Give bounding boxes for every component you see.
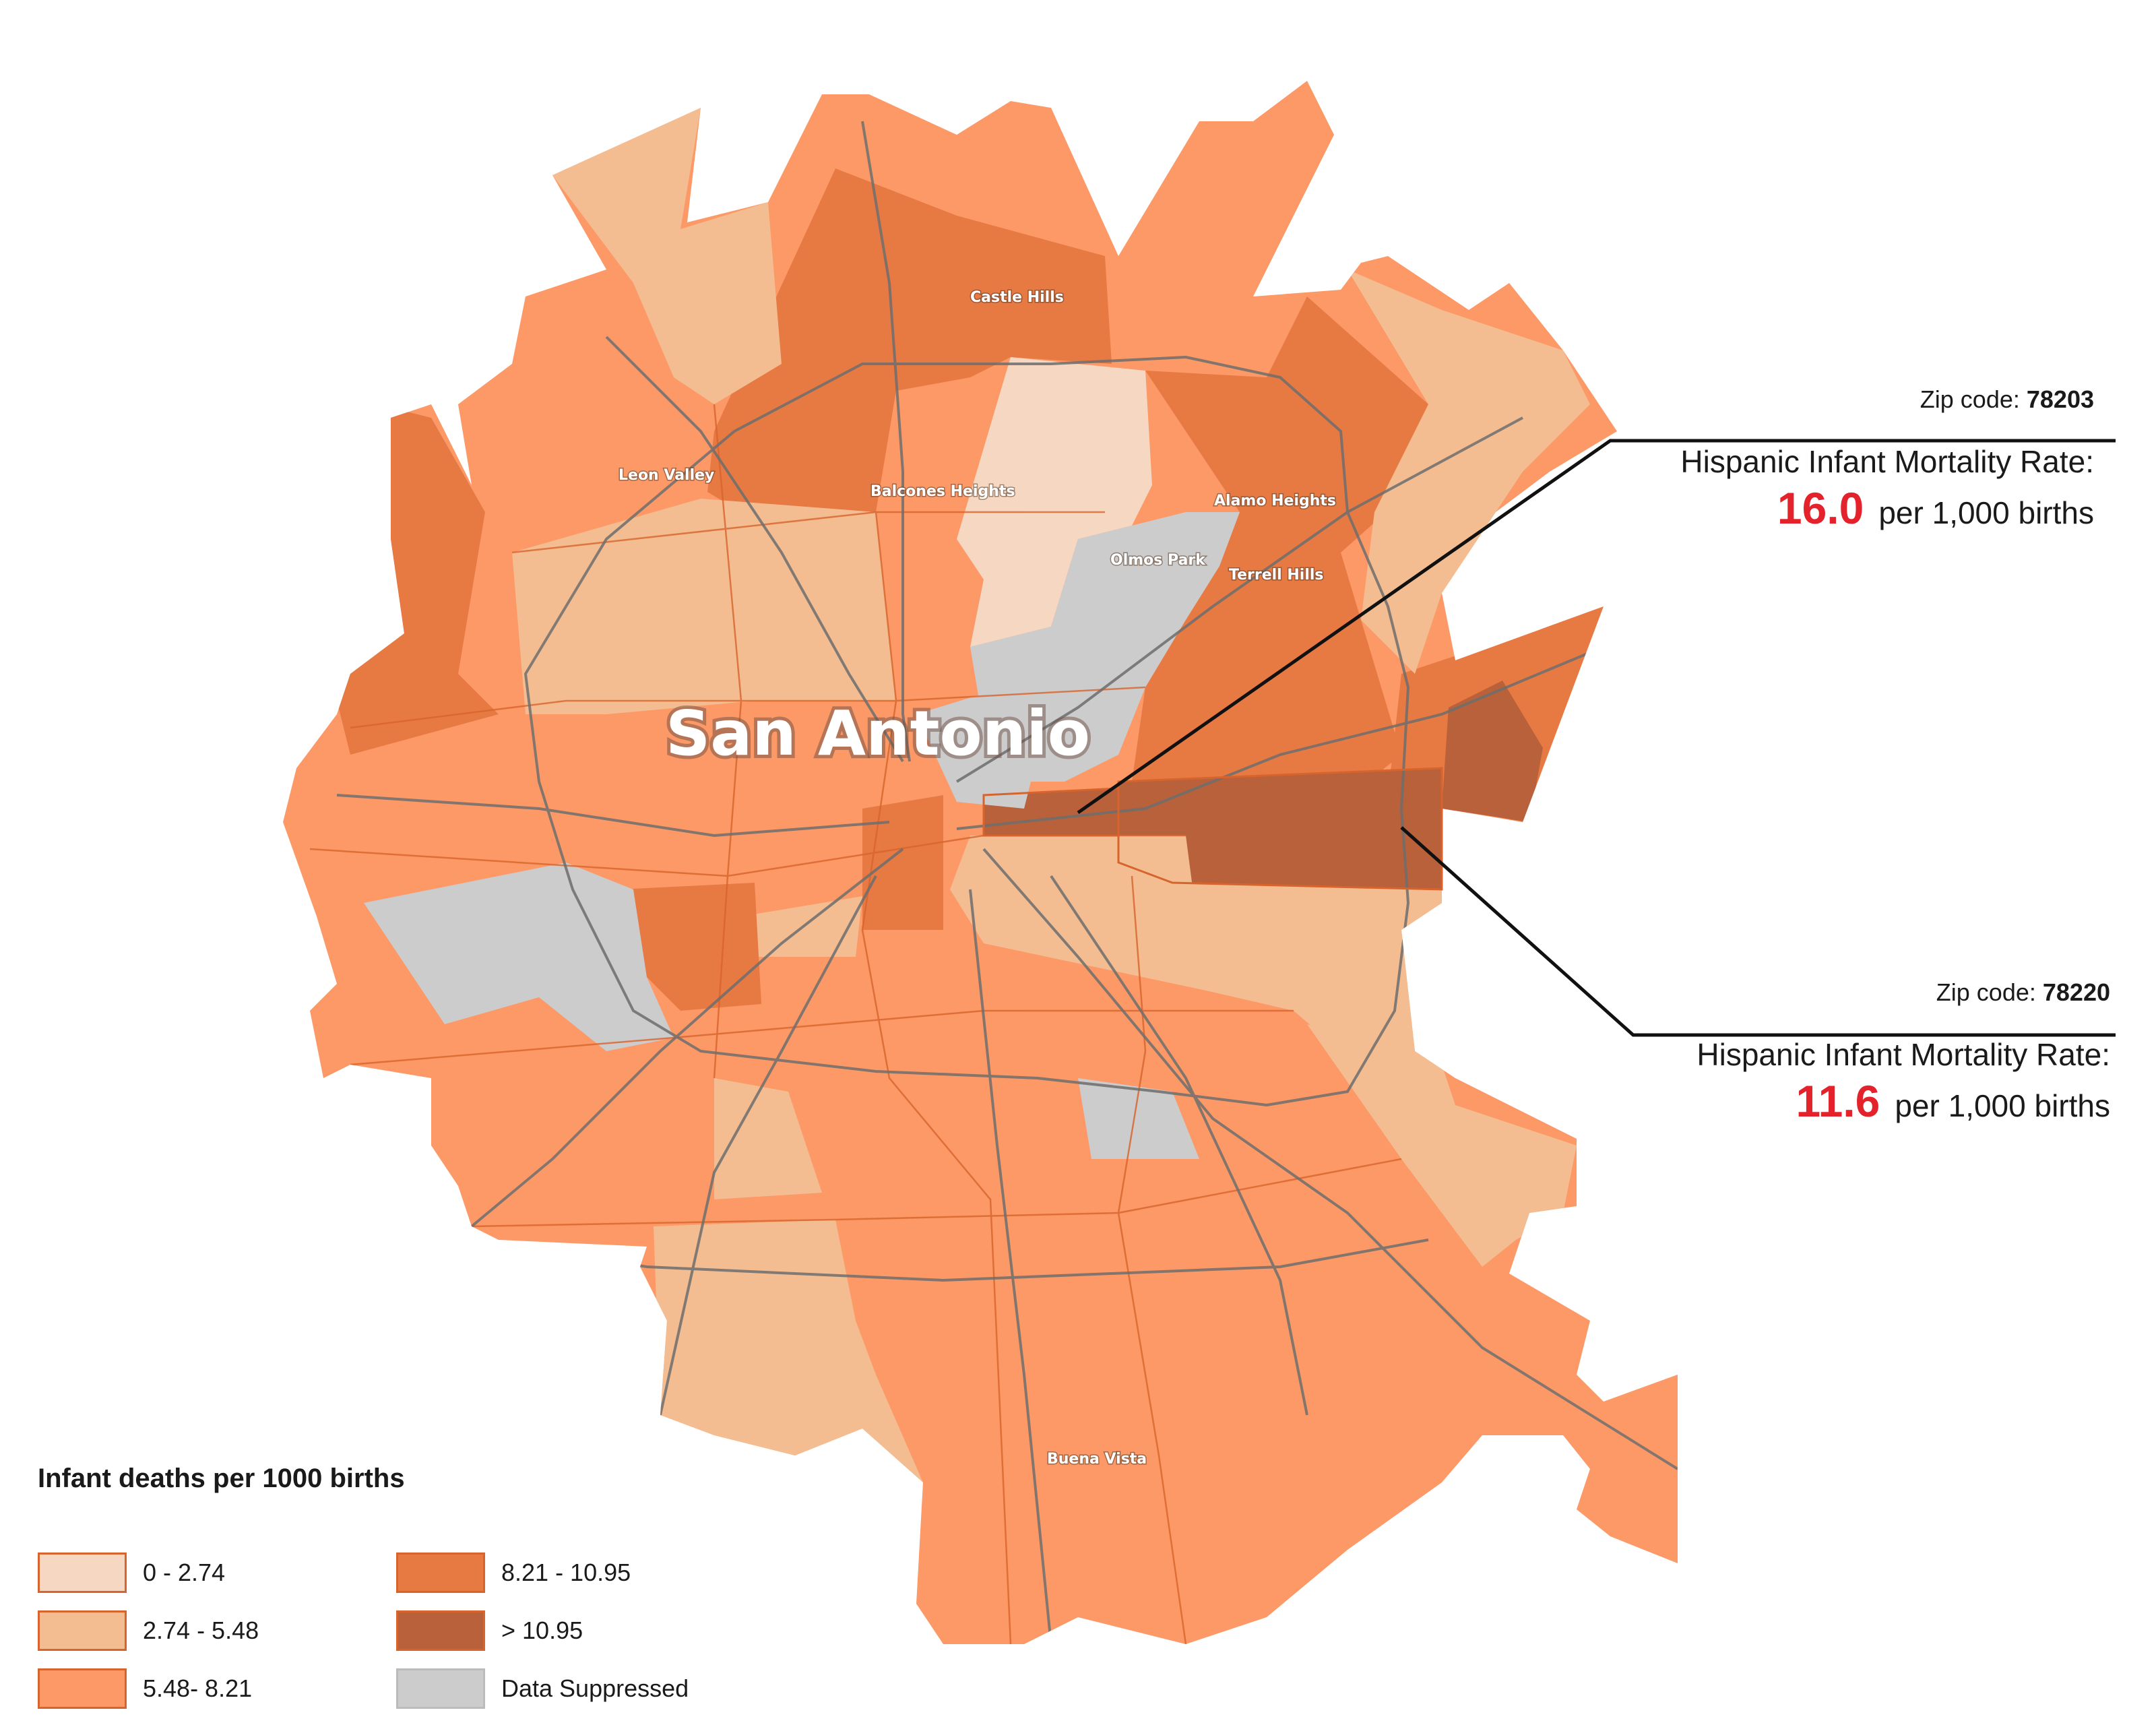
rate-value: 16.0 <box>1777 483 1864 533</box>
legend-swatch <box>38 1668 127 1709</box>
city-label: San Antonio <box>666 697 1090 770</box>
legend-swatch <box>38 1610 127 1651</box>
rate-unit: per 1,000 births <box>1878 495 2094 530</box>
legend-item: 5.48- 8.21 <box>38 1667 252 1710</box>
highway-90-west <box>336 794 890 838</box>
zip-area <box>970 512 1240 782</box>
legend-label: 5.48- 8.21 <box>143 1674 253 1702</box>
legend-swatch <box>396 1610 485 1651</box>
road-southwest <box>659 875 877 1416</box>
highway-i10-east <box>956 646 1604 830</box>
zip-code-line: Zip code: 78203 <box>1680 385 2094 414</box>
zip-area <box>1118 768 1442 889</box>
place-label: Olmos Park <box>1110 552 1206 569</box>
highway-i10-west <box>605 336 904 763</box>
zip-area <box>707 168 1112 512</box>
highway-i37-south <box>982 848 1678 1470</box>
legend-item: 8.21 - 10.95 <box>396 1551 631 1594</box>
zip-78220-outline <box>1117 767 1443 891</box>
highlight-areas <box>982 767 1443 891</box>
zip-boundary <box>350 1009 1294 1066</box>
legend-label: > 10.95 <box>501 1617 583 1644</box>
legend-swatch <box>396 1552 485 1593</box>
zip-area <box>1172 883 1442 1065</box>
legend-item: Data Suppressed <box>396 1667 689 1710</box>
rate-unit: per 1,000 births <box>1895 1088 2110 1123</box>
place-labels: Castle Hills Leon Valley Balcones Height… <box>618 288 1337 1469</box>
legend-label: 8.21 - 10.95 <box>501 1559 631 1586</box>
zip-area <box>552 108 782 404</box>
highway-loop-410 <box>524 355 1410 1107</box>
zip-boundary <box>350 686 1146 729</box>
zip-area <box>364 862 674 1051</box>
rate-label: Hispanic Infant Mortality Rate: <box>1680 444 2094 479</box>
place-label: Balcones Heights <box>870 483 1015 500</box>
highway-i35-north <box>955 416 1523 783</box>
zip-code-value: 78203 <box>2026 385 2094 413</box>
legend-label: 0 - 2.74 <box>143 1559 226 1586</box>
zip-area <box>1078 1078 1199 1159</box>
road-south <box>969 889 1052 1644</box>
zip-area <box>714 1078 822 1199</box>
zip-area <box>1348 270 1590 674</box>
zip-code-line: Zip code: 78220 <box>1697 978 2110 1007</box>
place-label: Castle Hills <box>970 289 1064 306</box>
zip-code-label: Zip code: <box>1920 385 2020 413</box>
legend-swatch <box>38 1552 127 1593</box>
place-label: Leon Valley <box>619 467 714 484</box>
callout-leader-78220 <box>1400 826 2116 1037</box>
highway-281-north <box>861 121 911 762</box>
legend-label: Data Suppressed <box>501 1674 689 1702</box>
zip-area <box>1442 681 1543 822</box>
zip-area <box>512 499 896 714</box>
rate-value: 11.6 <box>1796 1076 1880 1126</box>
highway-i35-south <box>470 848 904 1228</box>
legend-item: > 10.95 <box>396 1609 583 1652</box>
zip-code-label: Zip code: <box>1936 978 2036 1006</box>
zip-boundaries <box>309 404 1402 1644</box>
zip-area <box>950 836 1206 991</box>
zip-area <box>862 795 943 930</box>
place-label: Buena Vista <box>1047 1451 1147 1468</box>
zip-boundary <box>471 1158 1402 1228</box>
legend-title: Infant deaths per 1000 births <box>38 1464 405 1493</box>
rate-line: 11.6 per 1,000 births <box>1697 1075 2110 1127</box>
zip-code-value: 78220 <box>2042 978 2110 1006</box>
zip-boundary <box>713 404 742 1079</box>
zip-boundary <box>861 511 1012 1644</box>
callout-78203: Zip code: 78203 Hispanic Infant Mortalit… <box>1680 385 2094 534</box>
place-label: Terrell Hills <box>1229 567 1324 584</box>
rate-line: 16.0 per 1,000 births <box>1680 482 2094 534</box>
road-southeast <box>1050 875 1308 1416</box>
zip-area <box>620 883 761 1011</box>
rate-label: Hispanic Infant Mortality Rate: <box>1697 1037 2110 1072</box>
zip-area <box>957 357 1152 647</box>
legend-item: 0 - 2.74 <box>38 1551 225 1594</box>
callout-78220: Zip code: 78220 Hispanic Infant Mortalit… <box>1697 978 2110 1127</box>
zip-area <box>654 1220 923 1482</box>
place-label: Alamo Heights <box>1214 493 1336 509</box>
zip-boundary <box>1117 875 1187 1644</box>
callout-leaders <box>1077 439 2116 1037</box>
callout-leader-78203 <box>1077 439 2116 815</box>
legend-label: 2.74 - 5.48 <box>143 1617 259 1644</box>
zip-area <box>1307 1024 1577 1267</box>
zip-area <box>1145 296 1428 620</box>
legend-item: 2.74 - 5.48 <box>38 1609 259 1652</box>
legend-swatch <box>396 1668 485 1709</box>
